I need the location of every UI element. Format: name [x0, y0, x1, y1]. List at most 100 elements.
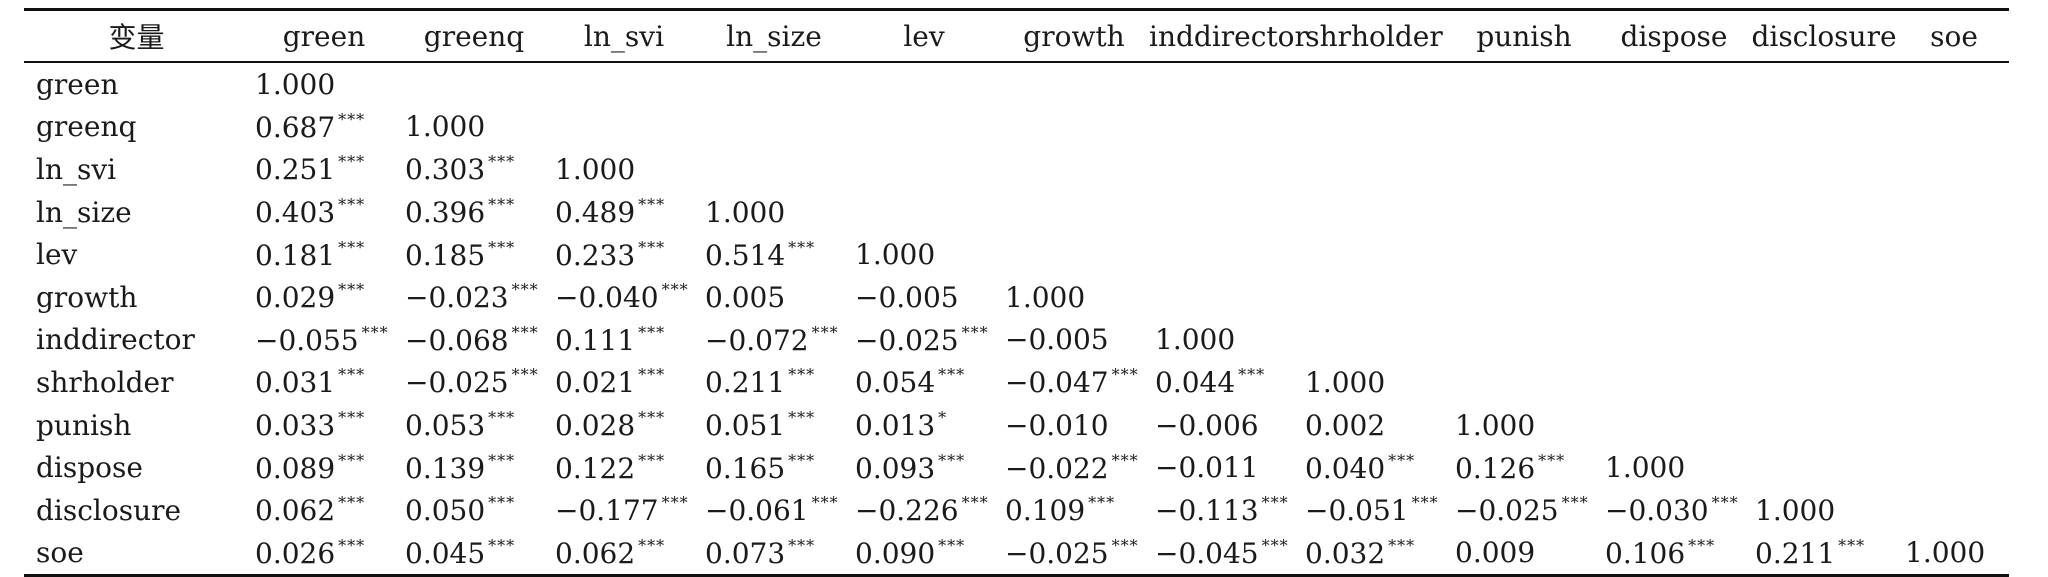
- correlation-value: 0.251: [255, 153, 336, 187]
- column-header: disclosure: [1751, 19, 1897, 53]
- correlation-cell: 1.000: [1449, 404, 1599, 447]
- correlation-value: 0.126: [1455, 451, 1536, 485]
- correlation-value: 0.032: [1305, 536, 1386, 570]
- empty-cell: [1299, 233, 1449, 276]
- significance-marker: ***: [1388, 535, 1416, 555]
- significance-marker: ***: [638, 408, 666, 428]
- column-header: lev: [903, 19, 945, 53]
- significance-marker: ***: [638, 322, 666, 342]
- correlation-cell: −0.040 ***: [549, 276, 699, 319]
- empty-cell: [1899, 446, 2009, 489]
- empty-cell: [1149, 62, 1299, 106]
- significance-marker: ***: [338, 109, 366, 129]
- correlation-value: −0.177: [555, 494, 659, 528]
- correlation-cell: 0.165 ***: [699, 446, 849, 489]
- empty-cell: [1899, 404, 2009, 447]
- significance-marker: ***: [1238, 365, 1266, 385]
- row-label: shrholder: [36, 365, 174, 399]
- empty-cell: [1599, 361, 1749, 404]
- empty-cell: [1149, 148, 1299, 191]
- correlation-value: 1.000: [1005, 280, 1086, 314]
- empty-cell: [1149, 191, 1299, 234]
- correlation-cell: −0.226 ***: [849, 489, 999, 532]
- correlation-value: −0.055: [255, 323, 359, 357]
- column-header: greenq: [423, 19, 525, 53]
- correlation-value: −0.022: [1005, 451, 1109, 485]
- correlation-cell: 0.029 ***: [249, 276, 399, 319]
- correlation-value: 0.106: [1605, 536, 1686, 570]
- column-header: growth: [1023, 19, 1125, 53]
- correlation-value: −0.047: [1005, 366, 1109, 400]
- correlation-cell: 0.514 ***: [699, 233, 849, 276]
- significance-marker: ***: [488, 408, 516, 428]
- correlation-cell: 0.021 ***: [549, 361, 699, 404]
- correlation-cell: 0.028 ***: [549, 404, 699, 447]
- empty-cell: [1899, 276, 2009, 319]
- correlation-value: 0.139: [405, 451, 486, 485]
- correlation-value: 0.489: [555, 196, 636, 230]
- significance-marker: ***: [961, 493, 989, 513]
- empty-cell: [1449, 106, 1599, 149]
- empty-cell: [1299, 191, 1449, 234]
- significance-marker: ***: [638, 450, 666, 470]
- empty-cell: [1599, 233, 1749, 276]
- empty-cell: [1299, 106, 1449, 149]
- correlation-value: 0.009: [1455, 536, 1536, 570]
- correlation-value: −0.005: [855, 280, 959, 314]
- correlation-cell: 0.050 ***: [399, 489, 549, 532]
- correlation-cell: −0.047 ***: [999, 361, 1149, 404]
- correlation-value: 1.000: [555, 152, 636, 186]
- correlation-value: −0.010: [1005, 408, 1109, 442]
- correlation-cell: 0.073 ***: [699, 532, 849, 576]
- empty-cell: [1149, 106, 1299, 149]
- empty-cell: [849, 62, 999, 106]
- empty-cell: [1449, 148, 1599, 191]
- empty-cell: [849, 106, 999, 149]
- correlation-cell: 0.031 ***: [249, 361, 399, 404]
- correlation-value: −0.025: [405, 366, 509, 400]
- correlation-value: −0.011: [1155, 451, 1259, 485]
- correlation-value: 0.403: [255, 196, 336, 230]
- empty-cell: [999, 233, 1149, 276]
- correlation-cell: 1.000: [1749, 489, 1899, 532]
- correlation-cell: 0.093 ***: [849, 446, 999, 489]
- empty-cell: [1299, 276, 1449, 319]
- empty-cell: [849, 191, 999, 234]
- significance-marker: ***: [338, 493, 366, 513]
- correlation-value: 0.062: [255, 494, 336, 528]
- correlation-cell: −0.055 ***: [249, 319, 399, 362]
- significance-marker: ***: [1561, 493, 1589, 513]
- correlation-cell: 0.396 ***: [399, 191, 549, 234]
- correlation-cell: 1.000: [1899, 532, 2009, 576]
- row-label: lev: [36, 238, 78, 272]
- correlation-cell: −0.011: [1149, 446, 1299, 489]
- significance-marker: ***: [1838, 535, 1866, 555]
- row-label: ln_svi: [36, 152, 117, 186]
- correlation-cell: −0.006: [1149, 404, 1299, 447]
- empty-cell: [1749, 191, 1899, 234]
- correlation-value: 0.514: [705, 238, 786, 272]
- correlation-cell: −0.022 ***: [999, 446, 1149, 489]
- empty-cell: [1749, 106, 1899, 149]
- row-label: inddirector: [36, 323, 195, 357]
- correlation-cell: −0.068 ***: [399, 319, 549, 362]
- correlation-value: −0.068: [405, 323, 509, 357]
- correlation-value: 0.029: [255, 281, 336, 315]
- correlation-value: 0.111: [555, 323, 636, 357]
- significance-marker: ***: [788, 535, 816, 555]
- correlation-table-container: 变量 green greenq ln_svi ln_size lev growt…: [24, 8, 2009, 577]
- column-header: punish: [1476, 19, 1572, 53]
- correlation-value: 1.000: [1755, 493, 1836, 527]
- significance-marker: ***: [1411, 493, 1439, 513]
- correlation-value: −0.072: [705, 323, 809, 357]
- correlation-cell: 1.000: [699, 191, 849, 234]
- significance-marker: ***: [661, 493, 689, 513]
- correlation-value: 0.026: [255, 536, 336, 570]
- significance-marker: ***: [811, 493, 839, 513]
- correlation-value: 1.000: [1155, 323, 1236, 357]
- significance-marker: ***: [511, 322, 539, 342]
- significance-marker: ***: [811, 322, 839, 342]
- significance-marker: ***: [488, 493, 516, 513]
- significance-marker: ***: [1111, 450, 1139, 470]
- row-label: green: [36, 67, 119, 101]
